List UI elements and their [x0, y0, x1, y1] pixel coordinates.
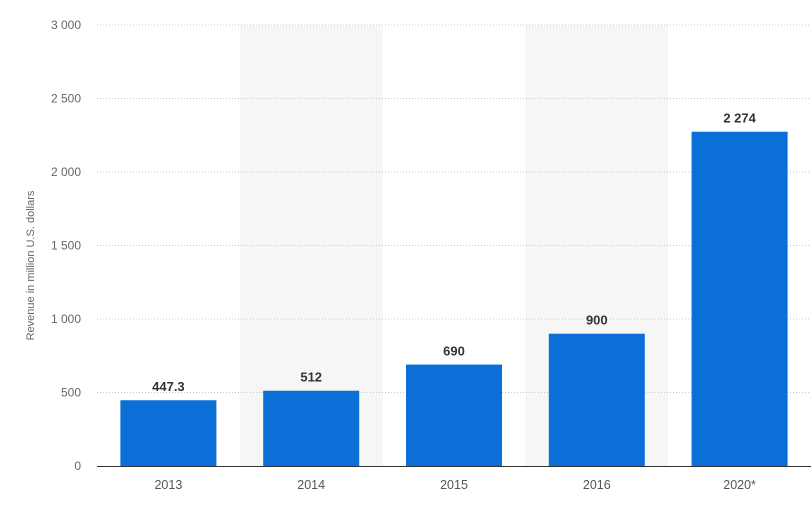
- y-tick-label: 3 000: [51, 18, 81, 32]
- y-tick-label: 500: [61, 386, 81, 400]
- x-axis-ticks: 2013 2014 2015 2016 2020*: [154, 478, 756, 492]
- bar-2015: [406, 364, 502, 466]
- y-tick-label: 1 000: [51, 312, 81, 326]
- y-axis-title: Revenue in million U.S. dollars: [25, 190, 37, 340]
- bar-2016: [548, 333, 645, 466]
- y-tick-label: 2 500: [51, 92, 81, 106]
- bars: [120, 131, 788, 467]
- data-label-2015: 690: [443, 344, 465, 359]
- x-tick-label-2014: 2014: [297, 478, 325, 492]
- data-label-2020*: 2 274: [723, 111, 756, 126]
- x-tick-label-2013: 2013: [154, 478, 182, 492]
- x-tick-label-2020*: 2020*: [723, 478, 756, 492]
- x-tick-label-2015: 2015: [440, 478, 468, 492]
- bar-2020*: [691, 131, 788, 467]
- data-labels: 447.3 512 690 900 2 274: [152, 111, 757, 395]
- y-tick-label: 1 500: [51, 239, 81, 253]
- data-label-2014: 512: [300, 370, 322, 385]
- y-tick-label: 2 000: [51, 165, 81, 179]
- bar-2014: [263, 390, 360, 466]
- data-label-2013: 447.3: [152, 379, 185, 394]
- bar-2013: [120, 400, 217, 466]
- x-tick-label-2016: 2016: [583, 478, 611, 492]
- data-label-2016: 900: [586, 313, 608, 328]
- y-axis-ticks: 0 500 1 000 1 500 2 000 2 500 3 000: [51, 18, 81, 473]
- y-tick-label: 0: [74, 459, 81, 473]
